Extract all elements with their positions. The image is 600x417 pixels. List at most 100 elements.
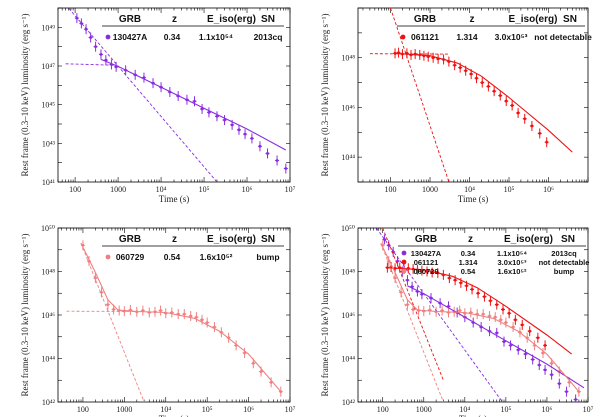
legend-sn: 2013cq (254, 32, 283, 42)
data-point-130427A (237, 128, 241, 132)
x-tick-label: 10⁴ (464, 185, 475, 194)
legend-header: GRB (119, 234, 141, 245)
legend-eiso: 1.6x10⁵² (498, 267, 527, 276)
data-point-130427A (243, 132, 247, 136)
data-point-130427A (574, 398, 578, 401)
legend-grb: 130427A (113, 32, 148, 42)
legend-eiso: 1.1x10⁵⁴ (199, 32, 233, 42)
legend-header: E_iso(erg) (504, 234, 553, 245)
x-tick-label: 100 (385, 185, 397, 194)
data-point-130427A (230, 123, 234, 127)
x-tick-label: 1000 (116, 405, 132, 414)
x-axis-title: Time(s) (459, 414, 487, 417)
legend-z: 0.34 (164, 32, 181, 42)
legend-grb: 130427A (411, 249, 442, 258)
data-point-061121 (486, 85, 490, 88)
data-point-060729 (406, 303, 409, 307)
data-point-060729 (106, 303, 110, 307)
x-tick-label: 10⁶ (242, 185, 253, 194)
data-point-130427A (509, 344, 512, 347)
x-tick-label: 10⁷ (285, 405, 296, 414)
data-point-061121 (510, 104, 514, 107)
data-point-061121 (545, 140, 549, 144)
y-axis-title: Rest frame (0.3–10 keV) luminosity (erg … (320, 13, 330, 176)
legend-grb: 060729 (413, 267, 438, 276)
legend-z: 0.34 (461, 249, 476, 258)
legend-header: z (470, 14, 475, 25)
y-tick-label: 10⁴⁴ (341, 355, 355, 364)
data-point-061121 (516, 111, 520, 115)
data-point-130427A (516, 348, 520, 352)
legend-header: E_iso(erg) (509, 14, 558, 25)
legend-table: GRB z E_iso(erg) SN 130427A 0.34 1.1x10⁵⁴ 2013c… (102, 14, 284, 42)
data-point-061121 (465, 284, 468, 288)
legend-z: 0.54 (164, 252, 181, 262)
data-point-060729 (243, 351, 246, 355)
x-tick-label: 1000 (422, 185, 438, 194)
data-point-130427A (495, 331, 499, 335)
data-point-130427A (284, 167, 288, 170)
data-point-130427A (223, 118, 226, 122)
data-point-061121 (483, 295, 486, 299)
y-tick-label: 10⁴⁶ (41, 311, 55, 320)
y-tick-label: 10⁴⁶ (341, 311, 355, 320)
data-point-130427A (557, 382, 561, 386)
legend-eiso: 1.6x10⁵² (200, 252, 233, 262)
y-tick-label: 10⁴⁷ (41, 62, 55, 71)
x-tick-label: 100 (69, 185, 81, 194)
data-point-061121 (453, 278, 457, 282)
model-component-line (80, 243, 145, 402)
x-axis-title: Time (s) (159, 194, 189, 204)
legend-header: E_iso(erg) (207, 234, 256, 245)
data-point-061121 (498, 94, 502, 97)
data-point-130427A (406, 278, 409, 282)
data-point-130427A (258, 144, 262, 148)
data-point-061121 (530, 124, 534, 128)
data-point-060729 (159, 309, 162, 312)
legend-header: E_iso(erg) (207, 14, 256, 25)
data-point-060729 (488, 314, 491, 318)
legend-header: z (468, 234, 473, 245)
data-point-060729 (195, 315, 198, 319)
x-tick-label: 10⁶ (543, 185, 554, 194)
data-point-060729 (493, 315, 497, 319)
legend-header: SN (261, 234, 275, 245)
legend-marker (400, 34, 406, 40)
legend-marker (401, 259, 407, 265)
legend-z: 1.314 (459, 258, 479, 267)
legend-marker (401, 250, 407, 256)
data-point-061121 (475, 76, 478, 80)
legend-marker (105, 254, 111, 260)
legend-header: GRB (415, 234, 437, 245)
x-tick-label: 10⁴ (156, 185, 167, 194)
data-point-060729 (481, 312, 485, 316)
data-point-130427A (250, 136, 254, 140)
data-point-060729 (541, 351, 545, 355)
x-tick-label: 10⁷ (285, 185, 296, 194)
model-component-line (65, 63, 114, 66)
legend-z: 1.314 (456, 32, 478, 42)
data-point-130427A (193, 99, 196, 103)
model-component-line (375, 228, 503, 402)
x-tick-label: 10⁴ (459, 405, 470, 414)
y-tick-label: 10⁴⁵ (41, 101, 55, 110)
legend-sn: bump (554, 267, 575, 276)
data-point-061121 (536, 336, 540, 340)
data-point-130427A (99, 52, 103, 56)
data-point-060729 (205, 321, 209, 324)
data-point-061121 (470, 288, 474, 291)
legend-grb: 061121 (414, 258, 439, 267)
legend-header: GRB (414, 14, 436, 25)
x-axis-title: Time (s) (159, 414, 189, 417)
data-point-061121 (459, 281, 463, 285)
legend-table: GRB z E_iso(erg) SN 060729 0.54 1.6x10⁵² bump (102, 234, 284, 262)
data-point-130427A (524, 352, 527, 356)
model-component-line (380, 243, 444, 402)
data-point-060729 (100, 290, 103, 294)
y-axis-title: Rest frame (0.3–10 keV) luminosity (erg … (20, 233, 30, 396)
legend-header: z (172, 234, 177, 245)
model-component-line (382, 228, 444, 381)
x-axis-title: Time (s) (458, 194, 488, 204)
y-tick-label: 10⁴⁴ (41, 355, 55, 364)
